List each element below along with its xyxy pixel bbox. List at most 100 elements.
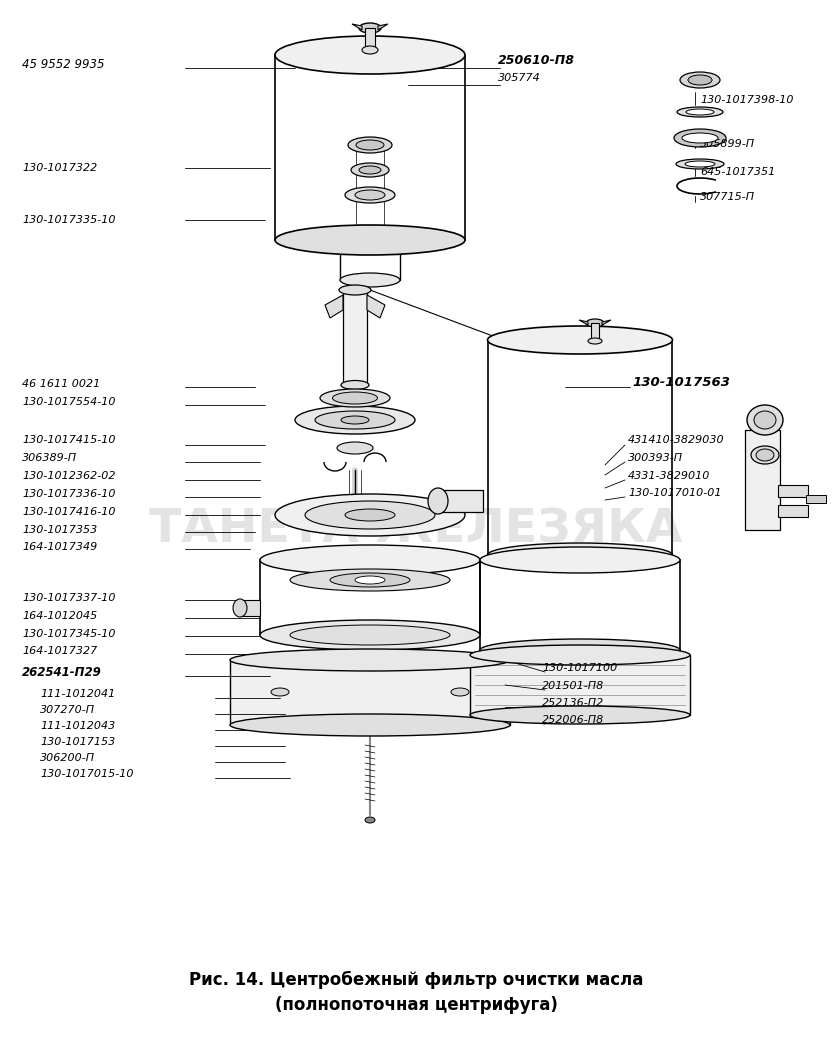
Ellipse shape [355,190,385,200]
Text: 130-1017015-10: 130-1017015-10 [40,769,133,779]
Ellipse shape [230,649,510,671]
Bar [365,28,375,50]
Ellipse shape [359,166,381,174]
Bar [778,505,808,517]
Text: 130-1017398-10: 130-1017398-10 [700,95,794,105]
Ellipse shape [682,133,718,143]
Text: 250610-П8: 250610-П8 [498,53,575,66]
Ellipse shape [332,392,377,404]
Ellipse shape [359,23,381,33]
Bar [778,485,808,497]
Ellipse shape [351,163,389,177]
Ellipse shape [487,326,672,354]
Ellipse shape [470,645,690,665]
Ellipse shape [451,688,469,695]
Ellipse shape [680,72,720,88]
Text: 130-1017322: 130-1017322 [22,163,97,173]
Text: 305774: 305774 [498,73,541,83]
Text: 307715-П: 307715-П [700,192,756,202]
Bar [230,660,510,725]
Polygon shape [367,295,385,318]
Ellipse shape [295,406,415,434]
Text: 164-1017349: 164-1017349 [22,542,97,552]
Ellipse shape [337,442,373,454]
Ellipse shape [290,625,450,645]
Polygon shape [579,320,588,325]
Text: 306389-П: 306389-П [22,453,77,463]
Text: 300393-П: 300393-П [628,453,683,463]
Text: 130-1017554-10: 130-1017554-10 [22,397,116,407]
Text: 130-1017563: 130-1017563 [632,377,730,389]
Ellipse shape [365,817,375,823]
Ellipse shape [345,187,395,204]
Polygon shape [378,24,388,30]
Bar [806,495,826,504]
Bar [470,655,690,715]
Text: 130-1017153: 130-1017153 [40,737,115,747]
Ellipse shape [271,688,289,695]
Ellipse shape [345,509,395,521]
Polygon shape [325,295,343,318]
Text: Рис. 14. Центробежный фильтр очистки масла: Рис. 14. Центробежный фильтр очистки мас… [189,971,643,989]
Polygon shape [352,24,362,30]
Ellipse shape [677,107,723,117]
Ellipse shape [233,599,247,617]
Ellipse shape [756,449,774,461]
Ellipse shape [260,620,480,650]
Ellipse shape [688,74,712,85]
Text: 306200-П: 306200-П [40,753,95,763]
Ellipse shape [320,389,390,407]
Ellipse shape [230,714,510,736]
Ellipse shape [275,36,465,74]
Bar [438,490,483,512]
Text: 130-1012362-02: 130-1012362-02 [22,471,116,481]
Text: 130-1017336-10: 130-1017336-10 [22,489,116,499]
Text: ТАНЕТА ЖЕЛЕЗЯКА: ТАНЕТА ЖЕЛЕЗЯКА [149,508,683,553]
Ellipse shape [275,224,465,255]
Text: (полнопоточная центрифуга): (полнопоточная центрифуга) [275,996,557,1014]
Bar [343,290,367,385]
Text: 252006-П8: 252006-П8 [542,715,604,725]
Text: 305899-П: 305899-П [700,140,756,149]
Ellipse shape [275,494,465,536]
Text: 130-1017337-10: 130-1017337-10 [22,593,116,603]
Bar [591,323,599,341]
Text: 130-1017345-10: 130-1017345-10 [22,629,116,639]
Polygon shape [602,320,611,325]
Text: 645-1017351: 645-1017351 [700,167,776,177]
Ellipse shape [348,137,392,153]
Ellipse shape [747,405,783,435]
Ellipse shape [754,411,776,429]
Ellipse shape [290,569,450,591]
Text: 201501-П8: 201501-П8 [542,681,604,691]
Ellipse shape [356,140,384,150]
Text: 252136-П2: 252136-П2 [542,698,604,708]
Text: 164-1012045: 164-1012045 [22,611,97,621]
Ellipse shape [315,411,395,429]
Text: 262541-П29: 262541-П29 [22,665,102,679]
Ellipse shape [341,381,369,389]
Ellipse shape [480,639,680,661]
Bar [240,600,260,616]
Ellipse shape [588,338,602,344]
Ellipse shape [341,416,369,424]
Text: 130-1017353: 130-1017353 [22,524,97,535]
Text: 164-1017327: 164-1017327 [22,646,97,656]
Text: 45 9552 9935: 45 9552 9935 [22,59,104,71]
Ellipse shape [751,446,779,464]
Text: 4331-3829010: 4331-3829010 [628,471,711,481]
Ellipse shape [260,545,480,575]
Ellipse shape [362,46,378,53]
Ellipse shape [305,501,435,529]
Ellipse shape [674,129,726,147]
Ellipse shape [355,576,385,584]
Text: 307270-П: 307270-П [40,705,95,715]
Ellipse shape [330,573,410,587]
Text: 46 1611 0021: 46 1611 0021 [22,379,100,389]
Ellipse shape [480,547,680,573]
Text: 130-1017416-10: 130-1017416-10 [22,507,116,517]
Text: 111-1012041: 111-1012041 [40,689,115,699]
Text: 130-1017415-10: 130-1017415-10 [22,435,116,445]
Ellipse shape [686,109,714,115]
Ellipse shape [339,285,371,295]
